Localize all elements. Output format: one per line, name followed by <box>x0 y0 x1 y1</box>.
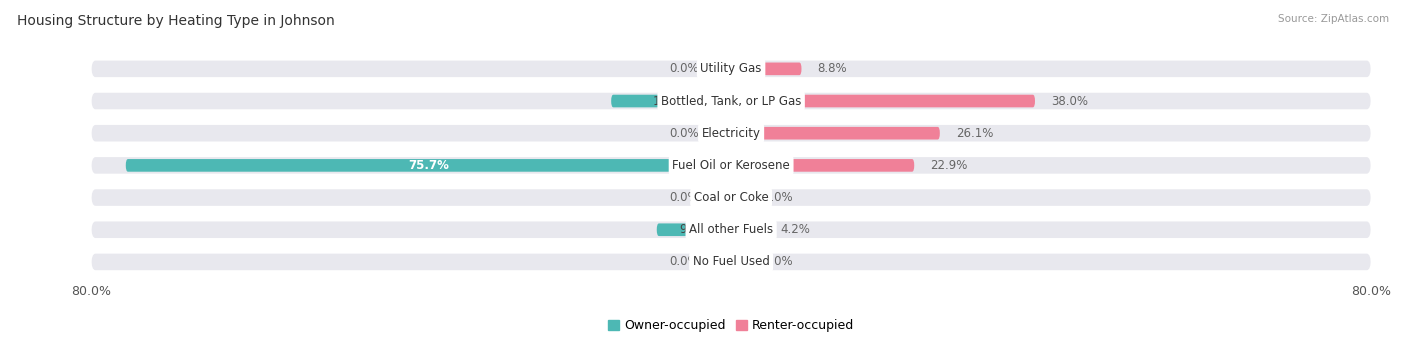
Text: Coal or Coke: Coal or Coke <box>693 191 769 204</box>
FancyBboxPatch shape <box>91 189 1371 206</box>
Text: 0.0%: 0.0% <box>669 62 699 75</box>
FancyBboxPatch shape <box>91 61 1371 77</box>
Text: 75.7%: 75.7% <box>408 159 449 172</box>
FancyBboxPatch shape <box>91 93 1371 109</box>
Text: 0.0%: 0.0% <box>763 191 793 204</box>
Text: 9.3%: 9.3% <box>679 223 709 236</box>
FancyBboxPatch shape <box>731 159 914 172</box>
Text: Housing Structure by Heating Type in Johnson: Housing Structure by Heating Type in Joh… <box>17 14 335 28</box>
Text: Bottled, Tank, or LP Gas: Bottled, Tank, or LP Gas <box>661 94 801 107</box>
Text: Source: ZipAtlas.com: Source: ZipAtlas.com <box>1278 14 1389 24</box>
Legend: Owner-occupied, Renter-occupied: Owner-occupied, Renter-occupied <box>603 314 859 337</box>
Text: All other Fuels: All other Fuels <box>689 223 773 236</box>
FancyBboxPatch shape <box>612 95 731 107</box>
Text: 38.0%: 38.0% <box>1050 94 1088 107</box>
Text: Fuel Oil or Kerosene: Fuel Oil or Kerosene <box>672 159 790 172</box>
Text: 0.0%: 0.0% <box>669 255 699 268</box>
Text: 8.8%: 8.8% <box>817 62 846 75</box>
Text: 15.0%: 15.0% <box>652 94 690 107</box>
Text: Utility Gas: Utility Gas <box>700 62 762 75</box>
FancyBboxPatch shape <box>731 62 801 75</box>
Text: 0.0%: 0.0% <box>669 191 699 204</box>
FancyBboxPatch shape <box>657 223 731 236</box>
FancyBboxPatch shape <box>91 221 1371 238</box>
Text: 22.9%: 22.9% <box>931 159 967 172</box>
Text: No Fuel Used: No Fuel Used <box>693 255 769 268</box>
Text: 0.0%: 0.0% <box>763 255 793 268</box>
FancyBboxPatch shape <box>731 223 765 236</box>
FancyBboxPatch shape <box>91 157 1371 174</box>
FancyBboxPatch shape <box>91 254 1371 270</box>
Text: Electricity: Electricity <box>702 127 761 140</box>
FancyBboxPatch shape <box>91 125 1371 142</box>
FancyBboxPatch shape <box>125 159 731 172</box>
Text: 4.2%: 4.2% <box>780 223 811 236</box>
Text: 26.1%: 26.1% <box>956 127 993 140</box>
FancyBboxPatch shape <box>731 95 1035 107</box>
Text: 0.0%: 0.0% <box>669 127 699 140</box>
FancyBboxPatch shape <box>731 127 939 139</box>
